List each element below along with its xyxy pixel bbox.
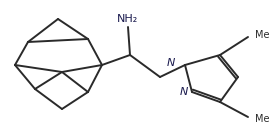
Text: N: N [167, 58, 175, 68]
Text: N: N [180, 87, 188, 97]
Text: NH₂: NH₂ [117, 14, 139, 24]
Text: Me: Me [255, 30, 269, 40]
Text: Me: Me [255, 114, 269, 124]
